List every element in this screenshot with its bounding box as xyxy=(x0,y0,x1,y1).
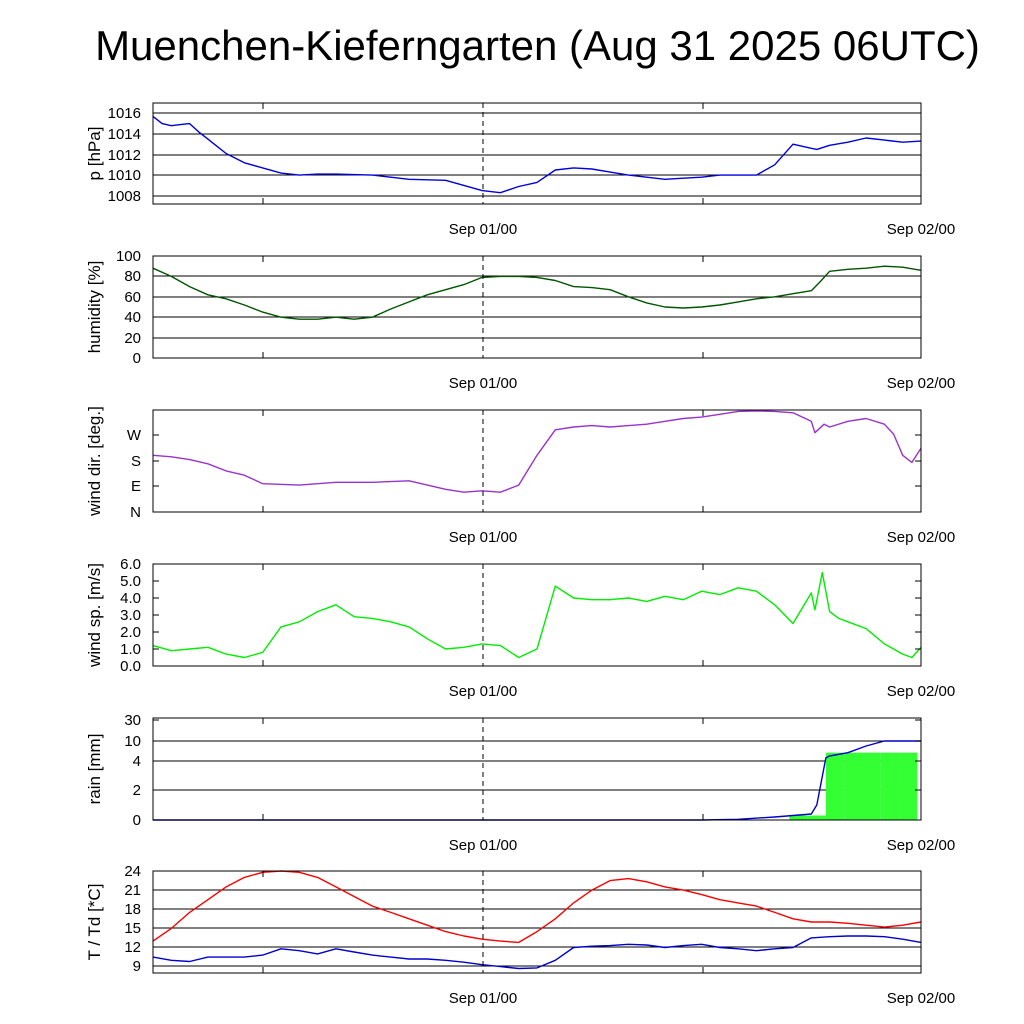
y-tick-label: 24 xyxy=(124,863,141,880)
y-tick-label: 80 xyxy=(124,268,141,285)
y-tick-label: 4.0 xyxy=(120,590,141,607)
y-axis-label: p [hPa] xyxy=(85,127,104,181)
panel-frame xyxy=(152,409,922,513)
y-tick-label: 20 xyxy=(124,330,141,347)
y-tick-label: W xyxy=(127,427,142,444)
rain-bar xyxy=(899,752,918,820)
temperature-dewpoint-series-line-0 xyxy=(152,870,922,944)
y-tick-label: 18 xyxy=(124,901,141,918)
x-tick-label: Sep 01/00 xyxy=(449,375,517,392)
y-tick-label: S xyxy=(131,453,141,470)
y-tick-label: 1010 xyxy=(108,167,141,184)
panel-frame xyxy=(152,102,922,205)
y-tick-label: 10 xyxy=(124,733,141,750)
x-tick-label: Sep 01/00 xyxy=(449,837,517,854)
y-tick-label: 30 xyxy=(124,712,141,729)
rain-series-line-1 xyxy=(153,740,921,821)
x-tick-label: Sep 01/00 xyxy=(449,221,517,238)
y-axis-label: humidity [%] xyxy=(85,261,104,354)
y-tick-label: 60 xyxy=(124,289,141,306)
y-tick-label: 1014 xyxy=(108,126,141,143)
x-tick-label: Sep 01/00 xyxy=(449,990,517,1007)
x-tick-label: Sep 01/00 xyxy=(449,683,517,700)
y-axis-label: wind sp. [m/s] xyxy=(85,563,104,668)
rain-bar xyxy=(807,815,826,820)
x-tick-label: Sep 01/00 xyxy=(449,529,517,546)
wind-direction-series-line-0 xyxy=(152,410,922,493)
x-tick-label: Sep 02/00 xyxy=(887,990,955,1007)
y-tick-label: 0 xyxy=(133,350,141,367)
rain-bar xyxy=(789,815,808,820)
y-tick-label: E xyxy=(131,478,141,495)
y-tick-label: 1.0 xyxy=(120,641,141,658)
rain-bar xyxy=(862,752,881,820)
temperature-dewpoint-series-line-1 xyxy=(152,935,922,970)
x-tick-label: Sep 02/00 xyxy=(887,837,955,854)
y-tick-label: 21 xyxy=(124,882,141,899)
y-tick-label: 2.0 xyxy=(120,624,141,641)
y-tick-label: 1008 xyxy=(108,188,141,205)
y-tick-label: 0 xyxy=(133,812,141,829)
y-tick-label: 1012 xyxy=(108,147,141,164)
x-tick-label: Sep 02/00 xyxy=(887,683,955,700)
y-tick-label: 9 xyxy=(133,958,141,975)
y-tick-label: 12 xyxy=(124,939,141,956)
page-title: Muenchen-Kieferngarten (Aug 31 2025 06UT… xyxy=(95,22,980,69)
x-tick-label: Sep 02/00 xyxy=(887,221,955,238)
rain-bar xyxy=(880,752,900,820)
rain-bar xyxy=(825,752,845,820)
rain-bar xyxy=(844,752,863,820)
wind-speed-series-line-0 xyxy=(152,571,922,659)
x-tick-label: Sep 02/00 xyxy=(887,529,955,546)
panel-frame xyxy=(152,255,922,359)
y-tick-label: 2 xyxy=(133,782,141,799)
y-tick-label: 0.0 xyxy=(120,658,141,675)
y-tick-label: N xyxy=(130,504,141,521)
panel-frame xyxy=(152,870,922,974)
y-tick-label: 40 xyxy=(124,309,141,326)
x-tick-label: Sep 02/00 xyxy=(887,375,955,392)
y-axis-label: T / Td [*C] xyxy=(85,884,104,961)
y-tick-label: 3.0 xyxy=(120,607,141,624)
y-tick-label: 100 xyxy=(116,248,141,265)
y-tick-label: 4 xyxy=(133,753,141,770)
y-tick-label: 5.0 xyxy=(120,573,141,590)
pressure-series-line-0 xyxy=(152,115,922,194)
y-axis-label: rain [mm] xyxy=(85,734,104,805)
humidity-series-line-0 xyxy=(152,265,922,320)
y-tick-label: 6.0 xyxy=(120,556,141,573)
y-tick-label: 1016 xyxy=(108,105,141,122)
panel-frame xyxy=(152,717,922,821)
y-tick-label: 15 xyxy=(124,920,141,937)
y-axis-label: wind dir. [deg.] xyxy=(85,406,104,517)
panel-frame xyxy=(152,563,922,667)
